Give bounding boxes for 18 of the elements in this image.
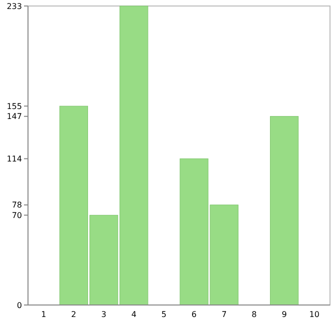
y-tick-label: 70 xyxy=(12,210,22,220)
bar xyxy=(270,116,299,306)
y-tick-label: 155 xyxy=(6,102,22,111)
x-tick-label: 1 xyxy=(41,310,46,319)
x-tick-label: 7 xyxy=(222,310,227,319)
x-tick-label: 2 xyxy=(71,310,76,319)
x-tick-label: 9 xyxy=(282,310,287,319)
x-tick-label: 4 xyxy=(131,310,136,319)
y-tick-label: 233 xyxy=(6,2,22,11)
y-tick-label: 78 xyxy=(12,200,22,210)
y-tick-label: 114 xyxy=(6,154,22,164)
y-tick-label: 147 xyxy=(6,112,22,122)
x-tick-label: 8 xyxy=(252,310,257,319)
x-tick-label: 5 xyxy=(161,310,167,319)
x-tick-label: 6 xyxy=(191,310,197,319)
y-tick-label: 0 xyxy=(16,300,22,310)
x-tick-label: 3 xyxy=(101,310,106,319)
x-tick-label: 10 xyxy=(309,310,320,319)
